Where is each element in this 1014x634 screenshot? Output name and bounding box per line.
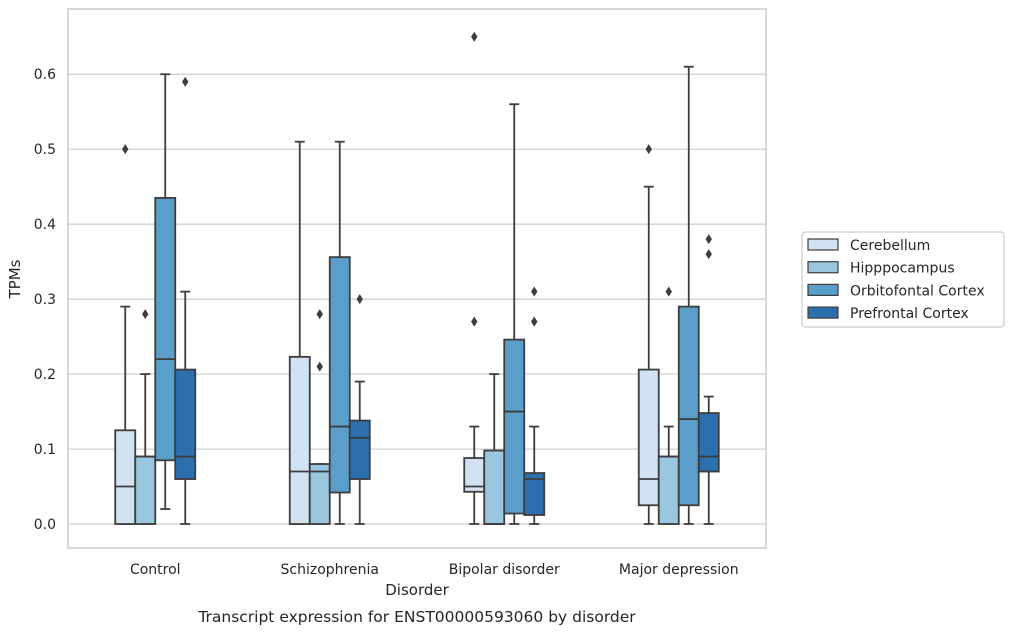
box-body — [114, 429, 137, 525]
y-tick-label: 0.6 — [34, 67, 56, 83]
box-0-0 — [114, 144, 137, 525]
outlier-point — [316, 361, 323, 372]
box-body — [637, 368, 660, 507]
box-body — [697, 412, 720, 473]
outlier-point — [356, 294, 363, 305]
x-tick-label: Control — [130, 562, 181, 578]
box-2-2 — [503, 103, 526, 525]
x-tick-label: Major depression — [619, 562, 739, 578]
box-body — [328, 256, 351, 494]
outlier-point — [471, 316, 478, 327]
outlier-point — [471, 31, 478, 42]
legend-swatch — [807, 238, 839, 251]
x-axis-label: Disorder — [385, 581, 449, 599]
box-2-0 — [463, 31, 486, 525]
outlier-point — [531, 286, 538, 297]
y-tick-label: 0.0 — [34, 517, 56, 533]
box-1-0 — [288, 140, 311, 525]
y-tick-label: 0.2 — [34, 367, 56, 383]
legend-swatch — [807, 261, 839, 274]
box-body — [288, 355, 311, 525]
box-2-3 — [523, 286, 546, 525]
box-3-3 — [697, 234, 720, 525]
outlier-point — [122, 144, 129, 155]
y-tick-label: 0.4 — [34, 217, 56, 233]
box-body — [677, 305, 700, 507]
box-body — [174, 368, 197, 480]
y-tick-label: 0.1 — [34, 442, 56, 458]
legend-swatch — [807, 283, 839, 296]
box-0-2 — [154, 73, 177, 510]
outlier-point — [316, 309, 323, 320]
x-tick-labels: Control Schizophrenia Bipolar disorder Majo… — [130, 562, 739, 578]
box-body — [134, 455, 157, 525]
box-0-1 — [134, 309, 157, 525]
y-axis-label: TPMs — [6, 259, 24, 299]
box-body — [503, 338, 526, 515]
box-body — [154, 197, 177, 462]
outlier-point — [665, 286, 672, 297]
box-body — [523, 472, 546, 516]
chart-caption: Transcript expression for ENST0000059306… — [197, 608, 636, 626]
box-3-0 — [637, 144, 660, 525]
box-body — [348, 419, 371, 480]
box-body — [483, 449, 506, 525]
legend-label: Hipppocampus — [850, 261, 955, 277]
box-body — [657, 455, 680, 525]
outlier-point — [645, 144, 652, 155]
box-plots — [114, 31, 720, 525]
box-3-1 — [657, 286, 680, 525]
outlier-point — [182, 76, 189, 87]
y-tick-label: 0.3 — [34, 292, 56, 308]
box-body — [308, 463, 331, 525]
box-3-2 — [677, 65, 700, 525]
legend-label: Orbitofontal Cortex — [850, 283, 985, 299]
outlier-point — [705, 249, 712, 260]
legend-label: Cerebellum — [850, 238, 930, 254]
y-tick-label: 0.5 — [34, 142, 56, 158]
legend-label: Prefrontal Cortex — [850, 306, 969, 322]
legend: Cerebellum Hipppocampus Orbitofontal Corte… — [801, 231, 1005, 328]
outlier-point — [531, 316, 538, 327]
plot-frame — [67, 8, 767, 549]
outlier-point — [142, 309, 149, 320]
box-0-3 — [174, 76, 197, 525]
box-1-3 — [348, 294, 371, 525]
x-tick-label: Schizophrenia — [281, 562, 379, 578]
y-tick-labels: 0.0 0.1 0.2 0.3 0.4 0.5 0.6 — [34, 67, 56, 533]
box-1-2 — [328, 140, 351, 525]
legend-swatch — [807, 306, 839, 319]
outlier-point — [705, 234, 712, 245]
x-tick-label: Bipolar disorder — [449, 562, 560, 578]
legend-frame — [801, 231, 1005, 328]
box-1-1 — [308, 309, 331, 525]
